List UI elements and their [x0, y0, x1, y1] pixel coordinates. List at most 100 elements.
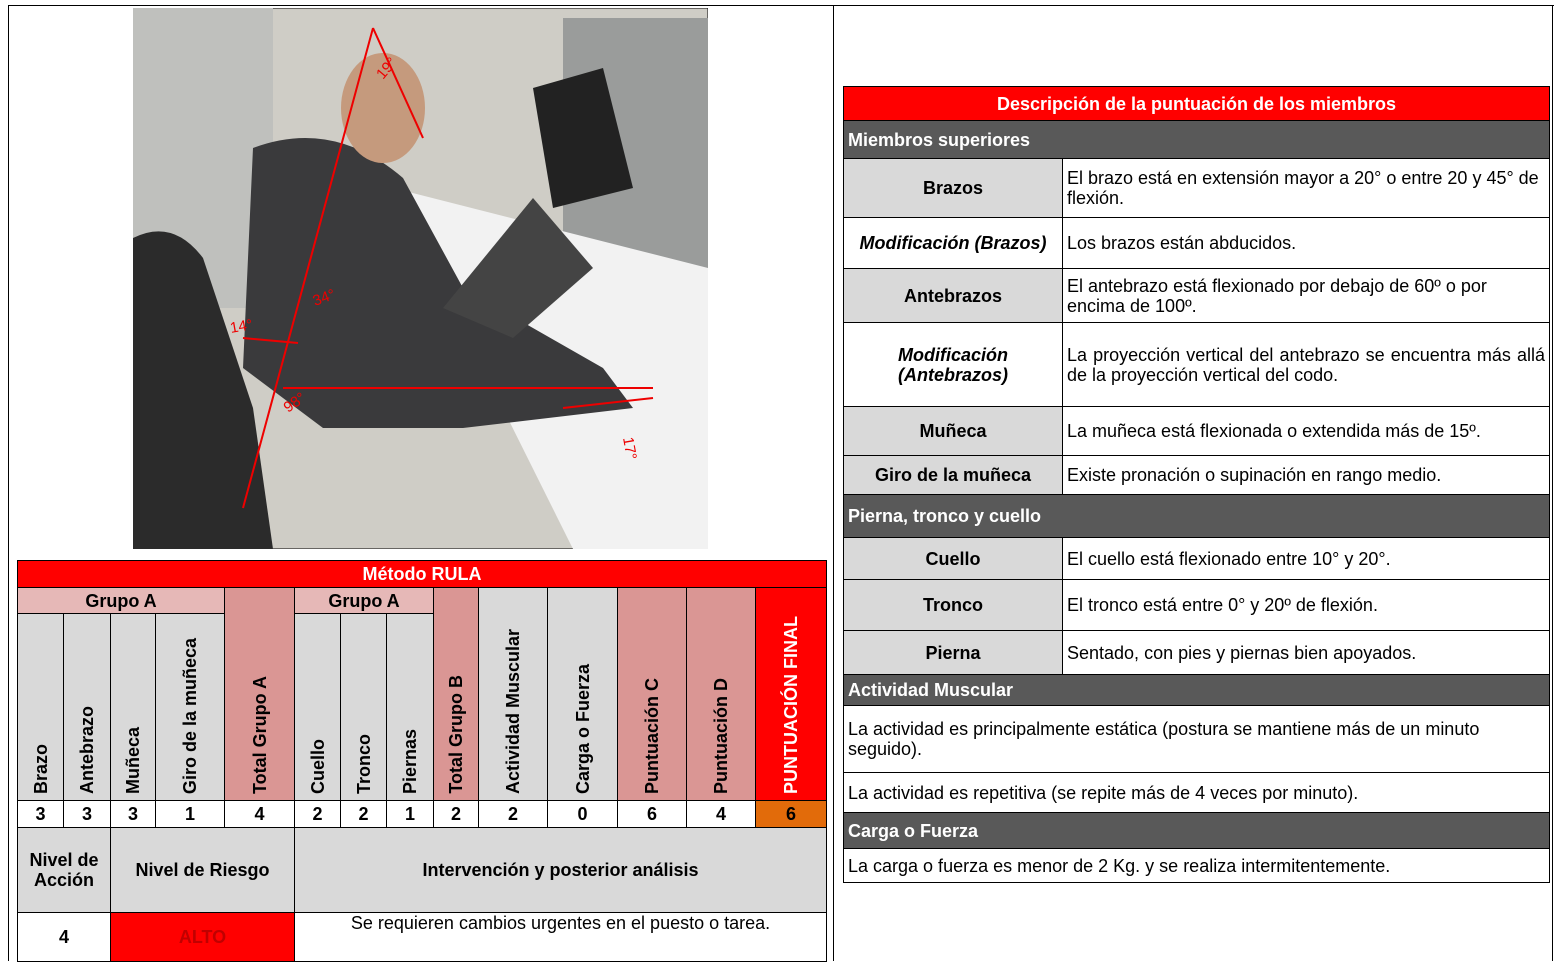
column-header: Total Grupo B — [433, 587, 479, 801]
title-row: Método RULA — [16, 560, 828, 588]
photo: 19°34°14°98°17° — [133, 8, 708, 549]
column-header-text: Piernas — [400, 728, 420, 794]
summary-header: Intervención y posterior análisis — [293, 827, 828, 913]
column-header: Antebrazo — [63, 613, 111, 801]
score: 6 — [754, 800, 828, 828]
column-header: Puntuación D — [686, 587, 756, 801]
score: 4 — [686, 800, 756, 828]
header-row: Brazo Antebrazo Muñeca Giro de la muñeca Cue… — [17, 613, 827, 801]
row-text: El cuello está flexionado entre 10° y 20… — [1062, 537, 1550, 580]
angle-label: 17° — [619, 436, 640, 461]
angle-label: 34° — [311, 286, 338, 310]
person — [243, 138, 633, 428]
description-row: La carga o fuerza es menor de 2 Kg. y se… — [843, 848, 1550, 883]
score: 2 — [478, 800, 548, 828]
column-header-text: PUNTUACIÓN FINAL — [781, 616, 801, 794]
column-header-text: Carga o Fuerza — [572, 663, 593, 794]
description-row: Modificación (Brazos) Los brazos están ab… — [843, 217, 1550, 269]
chair — [133, 231, 273, 549]
section-heading: Carga o Fuerza — [843, 812, 1550, 849]
summary-header: Nivel de Riesgo — [110, 827, 295, 913]
summary-header: Nivel de Acción — [17, 827, 111, 913]
frame-top — [8, 5, 1554, 6]
score: 2 — [294, 800, 341, 828]
row-label: Pierna — [843, 630, 1063, 675]
column-header: Muñeca — [110, 613, 156, 801]
column-header: Carga o Fuerza — [547, 587, 618, 801]
section-row: Carga o Fuerza — [843, 812, 1550, 849]
description-row: Giro de la muñeca Existe pronación o supi… — [843, 455, 1550, 495]
summary-value: Se requieren cambios urgentes en el pues… — [293, 912, 828, 962]
column-header-text: Antebrazo — [77, 705, 97, 794]
description-row: Tronco El tronco está entre 0° y 20º de f… — [843, 579, 1550, 631]
description-row: Muñeca La muñeca está flexionada o extend… — [843, 406, 1550, 456]
row-text: Los brazos están abducidos. — [1062, 217, 1550, 269]
score: 3 — [63, 800, 111, 828]
row-text: El antebrazo está flexionado por debajo … — [1062, 268, 1550, 323]
row-text: Existe pronación o supinación en rango m… — [1062, 455, 1550, 495]
description-row: Pierna Sentado, con pies y piernas bien a… — [843, 630, 1550, 675]
row-label: Cuello — [843, 537, 1063, 580]
column-header: Actividad Muscular — [478, 587, 548, 801]
title-row: Descripción de la puntuación de los miem… — [843, 86, 1550, 121]
rula-table: Método RULA Grupo A Total Grupo A Grupo A To… — [16, 560, 828, 962]
description-table: Descripción de la puntuación de los miem… — [843, 86, 1550, 883]
description-row: Antebrazos El antebrazo está flexionado p… — [843, 268, 1550, 323]
column-header: Puntuación C — [617, 587, 687, 801]
frame-right — [1552, 5, 1553, 961]
column-header: Cuello — [294, 613, 341, 801]
head — [341, 53, 425, 163]
summary-value-row: 4 ALTO Se requieren cambios urgentes en el… — [17, 912, 828, 962]
row-text: La actividad es principalmente estática … — [843, 705, 1550, 773]
score: 4 — [224, 800, 295, 828]
column-header-text: Giro de la muñeca — [180, 637, 200, 794]
summary-header-row: Nivel de Acción Nivel de Riesgo Intervenci… — [17, 827, 828, 913]
column-header: Brazo — [17, 613, 64, 801]
score: 1 — [155, 800, 225, 828]
column-header: Piernas — [386, 613, 434, 801]
description-row: La actividad es principalmente estática … — [843, 705, 1550, 773]
score: 3 — [110, 800, 156, 828]
column-header: Tronco — [340, 613, 387, 801]
section-heading: Actividad Muscular — [843, 674, 1550, 706]
rula-title: Método RULA — [16, 560, 828, 588]
score: 2 — [340, 800, 387, 828]
section-heading: Pierna, tronco y cuello — [843, 494, 1550, 538]
row-text: La actividad es repetitiva (se repite má… — [843, 772, 1550, 813]
column-header-text: Actividad Muscular — [503, 628, 523, 794]
angle-label: 14° — [229, 316, 254, 337]
row-label: Tronco — [843, 579, 1063, 631]
row-label: Antebrazos — [843, 268, 1063, 323]
column-header-text: Muñeca — [123, 726, 143, 794]
score: 2 — [433, 800, 479, 828]
row-label: Brazos — [843, 158, 1063, 218]
group-header: Grupo A — [294, 587, 434, 614]
description-title: Descripción de la puntuación de los miem… — [843, 86, 1550, 121]
column-header-text: Total Grupo B — [446, 675, 466, 794]
frame-left — [8, 5, 9, 961]
column-header-text: Cuello — [307, 738, 328, 794]
backpack — [533, 68, 633, 208]
row-text: La proyección vertical del antebrazo se … — [1062, 322, 1550, 407]
column-header-text: Tronco — [353, 733, 374, 794]
section-row: Miembros superiores — [843, 120, 1550, 159]
row-text: El brazo está en extensión mayor a 20° o… — [1062, 158, 1550, 218]
column-header-text: Puntuación C — [642, 678, 662, 794]
score: 0 — [547, 800, 618, 828]
column-header: Total Grupo A — [224, 587, 295, 801]
column-header-text: Puntuación D — [711, 678, 731, 794]
section-row: Pierna, tronco y cuello — [843, 494, 1550, 538]
description-row: Brazos El brazo está en extensión mayor a… — [843, 158, 1550, 218]
description-row: La actividad es repetitiva (se repite má… — [843, 772, 1550, 813]
row-text: Sentado, con pies y piernas bien apoyado… — [1062, 630, 1550, 675]
row-text: El tronco está entre 0° y 20º de flexión… — [1062, 579, 1550, 631]
row-text: La carga o fuerza es menor de 2 Kg. y se… — [843, 848, 1550, 883]
row-text: La muñeca está flexionada o extendida má… — [1062, 406, 1550, 456]
description-row: Modificación (Antebrazos) La proyección v… — [843, 322, 1550, 407]
column-header: Giro de la muñeca — [155, 613, 225, 801]
group-header: Grupo A — [17, 587, 225, 614]
column-header: PUNTUACIÓN FINAL — [754, 587, 828, 801]
column-header-text: Brazo — [30, 743, 51, 794]
row-label: Giro de la muñeca — [843, 455, 1063, 495]
